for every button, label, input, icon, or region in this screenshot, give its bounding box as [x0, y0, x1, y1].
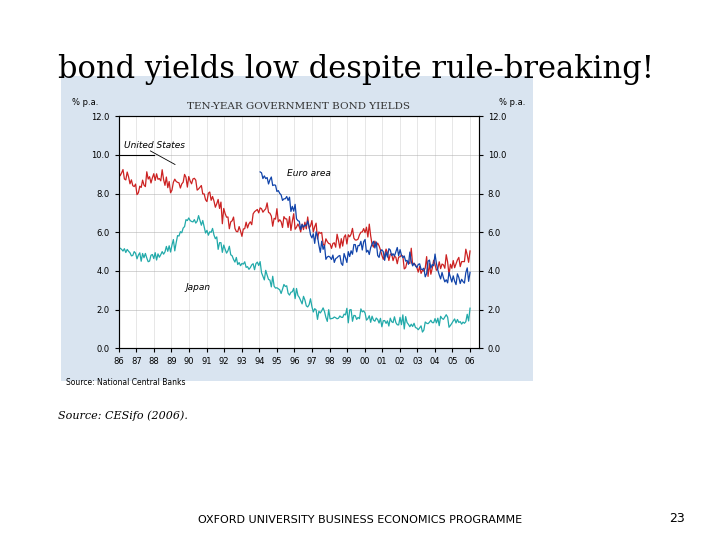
- Text: bond yields low despite rule-breaking!: bond yields low despite rule-breaking!: [58, 54, 654, 85]
- Text: OXFORD UNIVERSITY BUSINESS ECONOMICS PROGRAMME: OXFORD UNIVERSITY BUSINESS ECONOMICS PRO…: [198, 515, 522, 525]
- Text: 23: 23: [670, 512, 685, 525]
- Text: United States: United States: [124, 141, 185, 150]
- Text: Japan: Japan: [186, 284, 211, 292]
- Title: TEN-YEAR GOVERNMENT BOND YIELDS: TEN-YEAR GOVERNMENT BOND YIELDS: [187, 102, 410, 111]
- Text: Euro area: Euro area: [287, 169, 331, 178]
- Text: % p.a.: % p.a.: [499, 98, 526, 107]
- Text: % p.a.: % p.a.: [72, 98, 99, 107]
- Text: Source: National Central Banks: Source: National Central Banks: [66, 378, 186, 387]
- Text: Source: CESifo (2006).: Source: CESifo (2006).: [58, 410, 187, 421]
